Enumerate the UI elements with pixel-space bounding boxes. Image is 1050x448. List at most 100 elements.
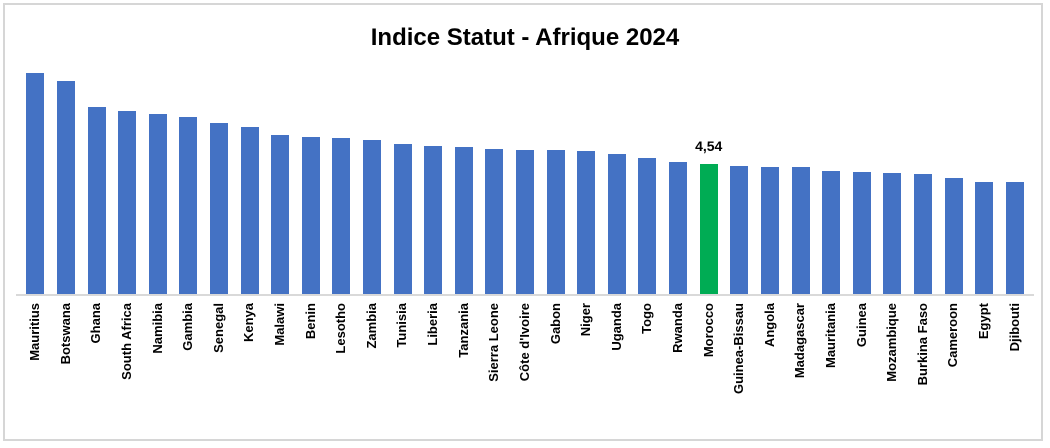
bar-slot-mauritius xyxy=(20,0,51,295)
x-label-slot-benin: Benin xyxy=(295,303,326,443)
bar-angola xyxy=(760,166,779,295)
plot-area: 4,54 xyxy=(20,0,1030,295)
bar-slot-mauritania xyxy=(816,0,847,295)
x-label-burkina-faso: Burkina Faso xyxy=(914,303,930,386)
bar-south-africa xyxy=(118,111,137,295)
x-label-ghana: Ghana xyxy=(88,303,104,344)
x-label-tanzania: Tanzania xyxy=(455,303,471,358)
bar-zambia xyxy=(363,139,381,295)
x-axis-line xyxy=(16,294,1034,296)
x-label-mozambique: Mozambique xyxy=(884,303,900,382)
x-label-tunisia: Tunisia xyxy=(394,303,410,348)
bar-slot-benin xyxy=(295,0,326,295)
bar-slot-madagascar xyxy=(785,0,816,295)
x-label-senegal: Senegal xyxy=(210,303,226,353)
x-label-mauritania: Mauritania xyxy=(823,303,838,369)
bar-niger xyxy=(577,150,596,295)
x-label-rwanda: Rwanda xyxy=(669,303,685,353)
bar-slot-botswana xyxy=(51,0,82,295)
bar-mauritius xyxy=(26,72,45,295)
x-label-slot-kenya: Kenya xyxy=(234,303,265,443)
bar-slot-niger xyxy=(571,0,602,295)
x-label-slot-ghana: Ghana xyxy=(81,303,112,443)
x-label-slot-uganda: Uganda xyxy=(602,303,633,443)
bar-benin xyxy=(301,136,320,295)
x-label-slot-guinea: Guinea xyxy=(846,303,877,443)
bar-togo xyxy=(638,157,657,295)
bar-slot-angola xyxy=(755,0,786,295)
bar-namibia xyxy=(148,113,167,295)
x-label-egypt: Egypt xyxy=(976,303,992,340)
bar-gambia xyxy=(179,117,198,295)
bar-slot-rwanda xyxy=(663,0,694,295)
x-label-slot-niger: Niger xyxy=(571,303,602,443)
chart-title: Indice Statut - Afrique 2024 xyxy=(370,24,680,51)
x-label-togo: Togo xyxy=(639,303,655,334)
x-label-gabon: Gabon xyxy=(547,303,563,345)
x-label-slot-mozambique: Mozambique xyxy=(877,303,908,443)
x-label-slot-zambia: Zambia xyxy=(357,303,388,443)
bar-slot-liberia xyxy=(418,0,449,295)
bar-slot-djibouti xyxy=(1000,0,1031,295)
bar-mauritania xyxy=(822,171,841,295)
x-label-c-te-d-ivoire: Côte d'Ivoire xyxy=(516,303,532,382)
x-label-slot-angola: Angola xyxy=(755,303,786,443)
bar-rwanda xyxy=(669,161,688,295)
bar-slot-lesotho xyxy=(326,0,357,295)
x-label-south-africa: South Africa xyxy=(118,303,134,380)
bar-gabon xyxy=(546,149,565,295)
bar-slot-guinea xyxy=(846,0,877,295)
bar-djibouti xyxy=(1005,182,1024,295)
x-label-slot-botswana: Botswana xyxy=(51,303,82,443)
x-label-zambia: Zambia xyxy=(363,303,379,349)
bar-slot-cameroon xyxy=(938,0,969,295)
bar-slot-malawi xyxy=(265,0,296,295)
bar-liberia xyxy=(424,146,443,295)
x-label-madagascar: Madagascar xyxy=(792,303,808,379)
x-label-slot-liberia: Liberia xyxy=(418,303,449,443)
x-axis-labels: Mauritius Botswana Ghana South Africa Namibi… xyxy=(20,303,1030,443)
bar-slot-kenya xyxy=(234,0,265,295)
x-label-djibouti: Djibouti xyxy=(1006,303,1022,352)
x-label-slot-lesotho: Lesotho xyxy=(326,303,357,443)
bar-slot-morocco: 4,54 xyxy=(693,0,724,295)
x-label-slot-south-africa: South Africa xyxy=(112,303,143,443)
x-label-slot-cameroon: Cameroon xyxy=(938,303,969,443)
bar-slot-uganda xyxy=(602,0,633,295)
x-label-gambia: Gambia xyxy=(180,303,196,351)
bar-slot-zambia xyxy=(357,0,388,295)
bar-slot-senegal xyxy=(204,0,235,295)
x-label-lesotho: Lesotho xyxy=(333,303,349,354)
x-label-guinea: Guinea xyxy=(853,303,869,348)
x-label-slot-tunisia: Tunisia xyxy=(387,303,418,443)
bar-slot-tunisia xyxy=(387,0,418,295)
bar-egypt xyxy=(975,182,994,295)
x-label-liberia: Liberia xyxy=(425,303,441,346)
x-label-slot-togo: Togo xyxy=(632,303,663,443)
bar-slot-namibia xyxy=(142,0,173,295)
x-label-namibia: Namibia xyxy=(149,303,165,354)
bar-slot-sierra-leone xyxy=(479,0,510,295)
bar-ghana xyxy=(87,106,106,295)
x-label-morocco: Morocco xyxy=(700,303,716,358)
x-label-angola: Angola xyxy=(761,303,777,348)
bar-c-te-d-ivoire xyxy=(516,149,535,295)
bar-botswana xyxy=(56,81,75,295)
bar-burkina-faso xyxy=(913,174,932,295)
x-label-slot-rwanda: Rwanda xyxy=(663,303,694,443)
bar-tanzania xyxy=(454,147,473,295)
bar-slot-egypt xyxy=(969,0,1000,295)
bar-sierra-leone xyxy=(485,149,504,295)
x-label-slot-c-te-d-ivoire: Côte d'Ivoire xyxy=(510,303,541,443)
x-label-niger: Niger xyxy=(578,303,594,337)
data-label-morocco: 4,54 xyxy=(695,138,723,155)
bar-senegal xyxy=(209,123,228,295)
bar-lesotho xyxy=(332,137,351,295)
highlighted-bar-morocco xyxy=(699,164,718,295)
bar-guinea-bissau xyxy=(730,165,749,295)
x-label-botswana: Botswana xyxy=(57,303,73,365)
x-label-cameroon: Cameroon xyxy=(945,303,961,368)
bar-malawi xyxy=(271,134,290,295)
x-label-sierra-leone: Sierra Leone xyxy=(486,303,502,382)
